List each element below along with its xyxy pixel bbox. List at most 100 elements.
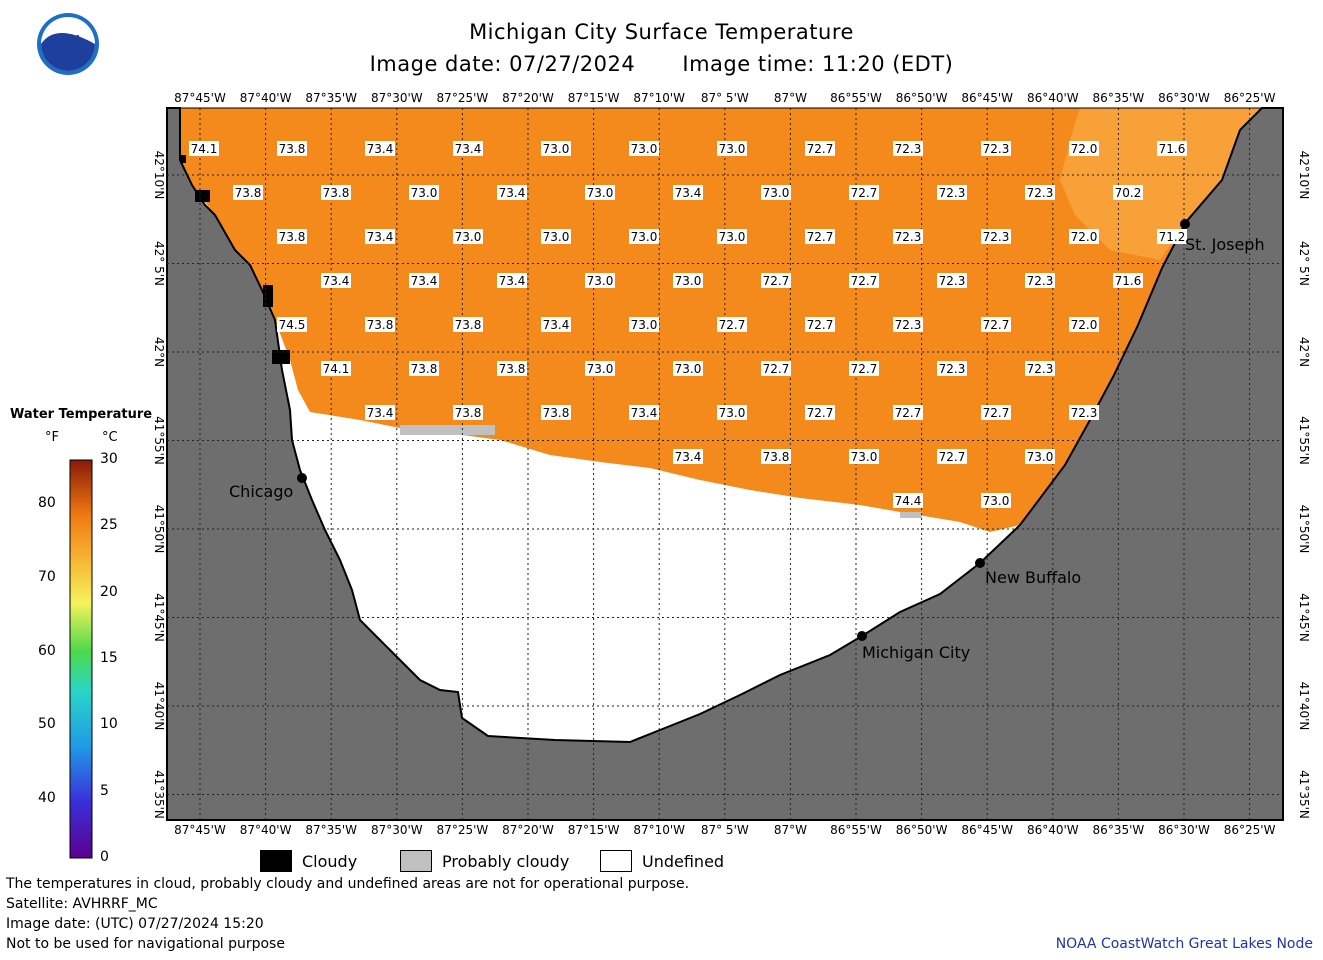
svg-text:74.1: 74.1 xyxy=(323,362,350,376)
svg-text:71.2: 71.2 xyxy=(1159,230,1186,244)
svg-text:72.3: 72.3 xyxy=(1071,406,1098,420)
legend-label: Probably cloudy xyxy=(442,851,570,871)
colorbar-tick-f: 60 xyxy=(38,642,56,659)
svg-text:72.7: 72.7 xyxy=(763,274,790,288)
svg-text:72.7: 72.7 xyxy=(807,142,834,156)
svg-text:74.4: 74.4 xyxy=(895,494,922,508)
latitude-label: 41°55'N xyxy=(152,416,166,465)
svg-text:73.0: 73.0 xyxy=(455,230,482,244)
map-frame xyxy=(166,107,1284,821)
temperature-value: 72.7 xyxy=(849,361,879,376)
temperature-value: 74.5 xyxy=(277,317,307,332)
longitude-label: 87°20'W xyxy=(502,823,554,837)
temperature-value: 72.7 xyxy=(717,317,747,332)
svg-text:73.0: 73.0 xyxy=(587,362,614,376)
svg-text:72.3: 72.3 xyxy=(895,230,922,244)
city-label: Michigan City xyxy=(862,643,970,662)
longitude-labels-top: 87°45'W 87°40'W 87°35'W 87°30'W 87°25'W 87°20… xyxy=(174,91,1275,105)
temperature-value: 72.3 xyxy=(981,229,1011,244)
temperature-value: 73.4 xyxy=(673,449,703,464)
svg-text:72.3: 72.3 xyxy=(895,318,922,332)
svg-text:72.0: 72.0 xyxy=(1071,230,1098,244)
temperature-value: 72.7 xyxy=(849,273,879,288)
cloudy-pixel xyxy=(180,155,186,163)
temperature-value: 72.3 xyxy=(1069,405,1099,420)
temperature-value: 73.4 xyxy=(497,273,527,288)
image-date-time: Image date: 07/27/2024 Image time: 11:20… xyxy=(0,52,1323,76)
legend-swatch-undefined xyxy=(600,850,632,872)
temperature-value: 73.8 xyxy=(321,185,351,200)
temperature-value: 72.0 xyxy=(1069,317,1099,332)
cloudy-pixel xyxy=(263,285,273,307)
longitude-label: 86°45'W xyxy=(961,823,1013,837)
temperature-value: 73.0 xyxy=(541,141,571,156)
latitude-labels-left: 42°10'N 42° 5'N 42°N 41°55'N 41°50'N 41°45'N 4… xyxy=(152,151,166,819)
svg-text:72.7: 72.7 xyxy=(983,406,1010,420)
temperature-value: 73.4 xyxy=(365,229,395,244)
city-label: Chicago xyxy=(229,482,293,501)
logo-text: NOAA xyxy=(55,34,81,43)
svg-text:73.4: 73.4 xyxy=(411,274,438,288)
temperature-value: 72.3 xyxy=(937,273,967,288)
temperature-value: 70.2 xyxy=(1113,185,1143,200)
probably-cloudy-area xyxy=(900,512,922,518)
svg-text:73.4: 73.4 xyxy=(675,186,702,200)
latitude-label: 41°55'N xyxy=(1297,416,1311,465)
svg-text:73.0: 73.0 xyxy=(1027,450,1054,464)
city-new-buffalo: New Buffalo xyxy=(975,558,1081,587)
temperature-value: 72.3 xyxy=(893,141,923,156)
longitude-label: 86°30'W xyxy=(1158,823,1210,837)
longitude-label: 86°45'W xyxy=(961,91,1013,105)
svg-text:73.4: 73.4 xyxy=(367,406,394,420)
temperature-value: 73.0 xyxy=(673,273,703,288)
svg-text:73.0: 73.0 xyxy=(719,142,746,156)
svg-text:73.0: 73.0 xyxy=(719,406,746,420)
temperature-value: 72.7 xyxy=(805,405,835,420)
svg-text:72.7: 72.7 xyxy=(851,274,878,288)
latitude-label: 42°10'N xyxy=(152,151,166,200)
svg-text:73.4: 73.4 xyxy=(367,230,394,244)
latitude-labels-right: 42°10'N 42° 5'N 42°N 41°55'N 41°50'N 41°45'N 4… xyxy=(1297,151,1311,819)
longitude-label: 86°40'W xyxy=(1027,823,1079,837)
temperature-value: 73.8 xyxy=(277,141,307,156)
longitude-label: 87°10'W xyxy=(633,91,685,105)
temperature-value: 73.4 xyxy=(541,317,571,332)
svg-text:72.7: 72.7 xyxy=(851,362,878,376)
svg-text:72.3: 72.3 xyxy=(1027,186,1054,200)
svg-text:73.0: 73.0 xyxy=(719,230,746,244)
temperature-value: 73.4 xyxy=(453,141,483,156)
longitude-label: 87°35'W xyxy=(305,823,357,837)
temperature-value: 73.0 xyxy=(585,273,615,288)
longitude-label: 87°W xyxy=(774,823,807,837)
temperature-value: 72.3 xyxy=(1025,273,1055,288)
temperature-value: 73.0 xyxy=(717,405,747,420)
temperature-value: 73.0 xyxy=(585,361,615,376)
longitude-label: 87°25'W xyxy=(437,91,489,105)
city-chicago: Chicago xyxy=(229,473,307,501)
longitude-label: 87°30'W xyxy=(371,91,423,105)
temperature-value: 72.7 xyxy=(849,185,879,200)
svg-text:71.6: 71.6 xyxy=(1159,142,1186,156)
svg-text:72.3: 72.3 xyxy=(939,186,966,200)
colorbar-tick-c: 30 xyxy=(100,451,118,467)
svg-text:73.0: 73.0 xyxy=(851,450,878,464)
latitude-label: 42° 5'N xyxy=(1297,241,1311,286)
svg-text:73.4: 73.4 xyxy=(367,142,394,156)
colorbar-tick-f: 70 xyxy=(38,568,56,585)
temperature-value: 73.0 xyxy=(1025,449,1055,464)
legend-undefined: Undefined xyxy=(600,850,724,872)
footer-credit: NOAA CoastWatch Great Lakes Node xyxy=(1055,936,1313,952)
footer-navigation-warning: Not to be used for navigational purpose xyxy=(6,936,285,952)
longitude-label: 87°10'W xyxy=(633,823,685,837)
temperature-value: 72.3 xyxy=(893,317,923,332)
svg-text:73.8: 73.8 xyxy=(367,318,394,332)
svg-text:72.7: 72.7 xyxy=(851,186,878,200)
svg-text:73.8: 73.8 xyxy=(455,406,482,420)
temperature-value: 73.8 xyxy=(541,405,571,420)
city-st-joseph: St. Joseph xyxy=(1180,219,1265,254)
temperature-value: 73.0 xyxy=(453,229,483,244)
temperature-value: 72.7 xyxy=(761,361,791,376)
legend-swatch-probably-cloudy xyxy=(400,850,432,872)
colorbar-unit-c: °C xyxy=(102,430,118,445)
longitude-label: 86°50'W xyxy=(896,823,948,837)
